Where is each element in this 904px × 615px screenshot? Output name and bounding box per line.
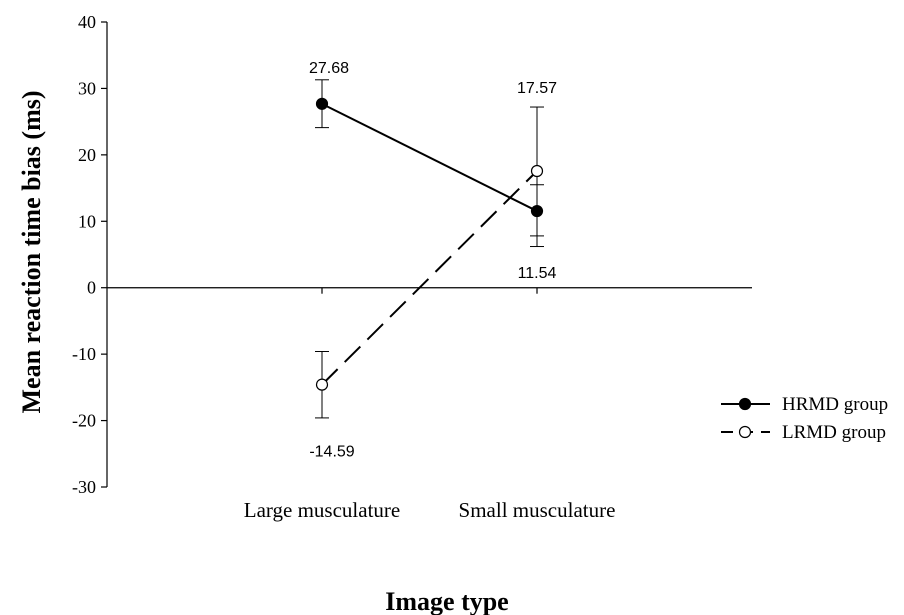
y-axis-title: Mean reaction time bias (ms) bbox=[17, 90, 46, 413]
legend: HRMD group LRMD group bbox=[721, 394, 888, 443]
legend-label: HRMD group bbox=[782, 394, 888, 415]
axes-group: -30 -20 -10 0 10 20 30 40 Large musculature Small… bbox=[72, 12, 615, 522]
data-value-label: 17.57 bbox=[517, 80, 557, 97]
legend-marker bbox=[738, 425, 752, 439]
y-tick-label: -20 bbox=[72, 411, 96, 431]
y-tick-label: 20 bbox=[78, 145, 96, 165]
y-tick-label: 30 bbox=[78, 78, 96, 98]
data-point bbox=[315, 97, 329, 110]
zero-reference-group bbox=[107, 287, 752, 294]
data-point bbox=[315, 378, 329, 391]
series-line bbox=[321, 170, 538, 386]
x-category-label: Small musculature bbox=[459, 498, 616, 522]
data-labels-group: 27.68 11.54 -14.59 17.57 bbox=[309, 60, 557, 461]
data-value-label: 27.68 bbox=[309, 60, 349, 77]
series-line bbox=[321, 102, 538, 212]
series-hrmd-group bbox=[315, 79, 544, 237]
y-tick-label: 0 bbox=[87, 278, 96, 298]
y-tick-label: 40 bbox=[78, 12, 96, 32]
data-value-label: 11.54 bbox=[518, 265, 557, 282]
series-lrmd-group bbox=[315, 106, 544, 419]
x-category-label: Large musculature bbox=[244, 498, 400, 522]
series-group bbox=[315, 79, 544, 419]
data-point bbox=[530, 164, 544, 178]
y-tick-label: 10 bbox=[78, 211, 96, 231]
x-axis-title: Image type bbox=[385, 587, 508, 615]
legend-label: LRMD group bbox=[782, 422, 886, 443]
data-value-label: -14.59 bbox=[309, 444, 354, 461]
y-tick-label: -10 bbox=[72, 344, 96, 364]
legend-marker bbox=[738, 397, 752, 411]
y-tick-label: -30 bbox=[72, 477, 96, 497]
